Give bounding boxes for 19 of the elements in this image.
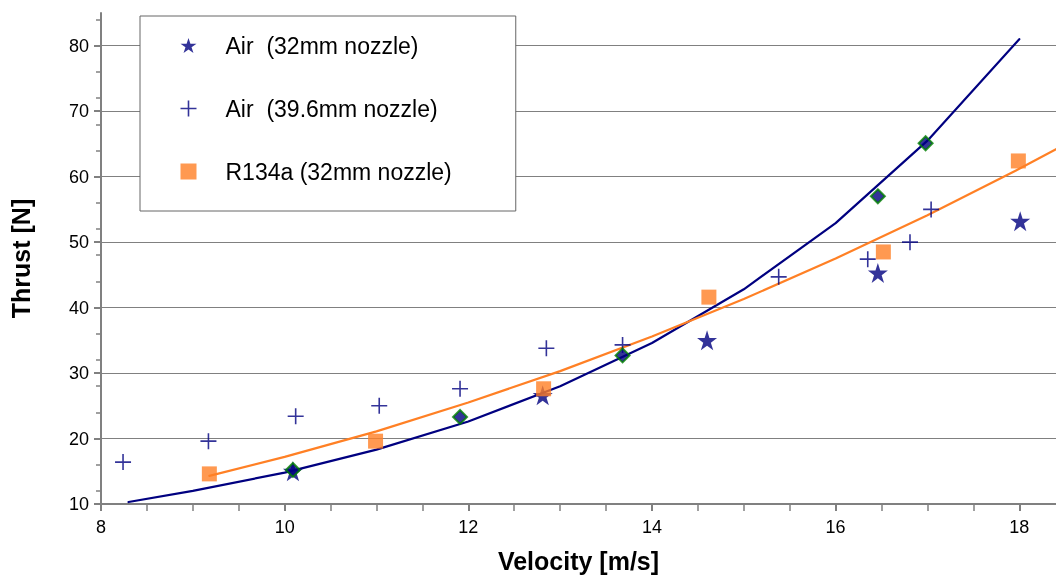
x-axis-title: Velocity [m/s] bbox=[497, 546, 660, 575]
y-tick-label: 70 bbox=[68, 101, 89, 122]
y-tick-label: 30 bbox=[68, 363, 89, 384]
x-tick-label: 16 bbox=[825, 517, 846, 537]
y-tick-label: 50 bbox=[68, 232, 89, 253]
x-tick-label: 18 bbox=[1009, 517, 1030, 537]
legend-label: R134a (32mm nozzle) bbox=[225, 158, 452, 185]
legend-label: Air (39.6mm nozzle) bbox=[225, 95, 438, 122]
y-tick-label: 10 bbox=[68, 494, 89, 514]
y-tick-label: 60 bbox=[68, 166, 89, 187]
x-tick-label: 8 bbox=[95, 517, 107, 537]
y-tick-label: 80 bbox=[68, 35, 89, 56]
y-axis-title: Thrust [N] bbox=[6, 198, 35, 319]
x-tick-label: 12 bbox=[458, 517, 479, 537]
x-tick-label: 14 bbox=[641, 517, 662, 537]
y-tick-label: 20 bbox=[68, 428, 89, 449]
legend-label: Air (32mm nozzle) bbox=[225, 32, 419, 59]
x-tick-label: 10 bbox=[274, 517, 295, 537]
y-tick-label: 40 bbox=[68, 297, 89, 318]
